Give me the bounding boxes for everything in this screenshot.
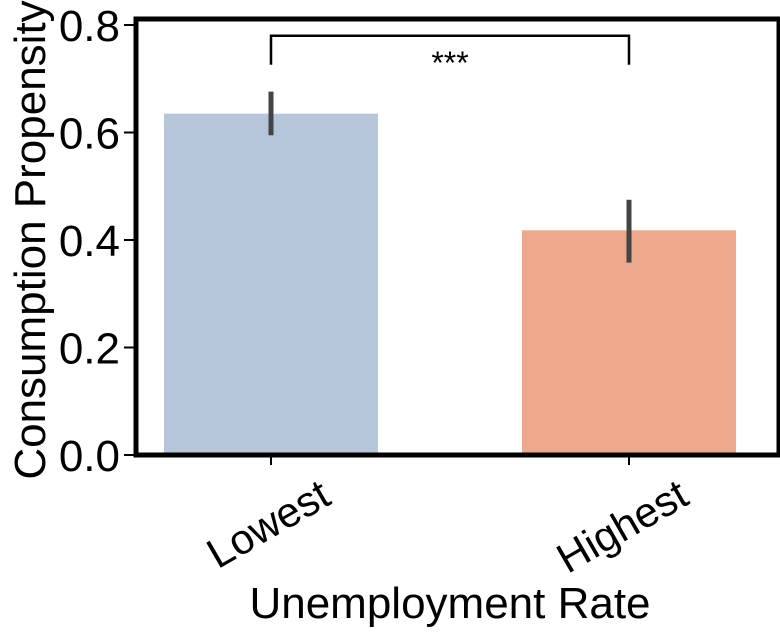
x-tick-label-highest: Highest	[549, 470, 696, 582]
plot-frame	[133, 16, 780, 458]
significance-layer: ***	[269, 34, 631, 81]
significance-bracket	[269, 34, 631, 65]
y-tick-label: 0.8	[59, 2, 120, 51]
bar-highest	[522, 230, 736, 455]
y-tick-label: 0.6	[59, 110, 120, 159]
x-tick-label-lowest: Lowest	[199, 470, 338, 577]
bar-lowest	[164, 113, 378, 455]
bars-layer	[164, 113, 736, 455]
error-bars-layer	[268, 91, 632, 263]
y-tick-label: 0.0	[59, 432, 120, 481]
x-axis: Lowest Highest	[199, 455, 696, 582]
y-tick-label: 0.4	[59, 217, 120, 266]
y-tick-label: 0.2	[59, 325, 120, 374]
significance-label: ***	[431, 45, 468, 81]
y-axis: 0.0 0.2 0.4 0.6 0.8	[59, 2, 136, 481]
x-axis-label: Unemployment Rate	[249, 579, 650, 628]
y-axis-label: Consumption Propensity	[6, 0, 55, 479]
